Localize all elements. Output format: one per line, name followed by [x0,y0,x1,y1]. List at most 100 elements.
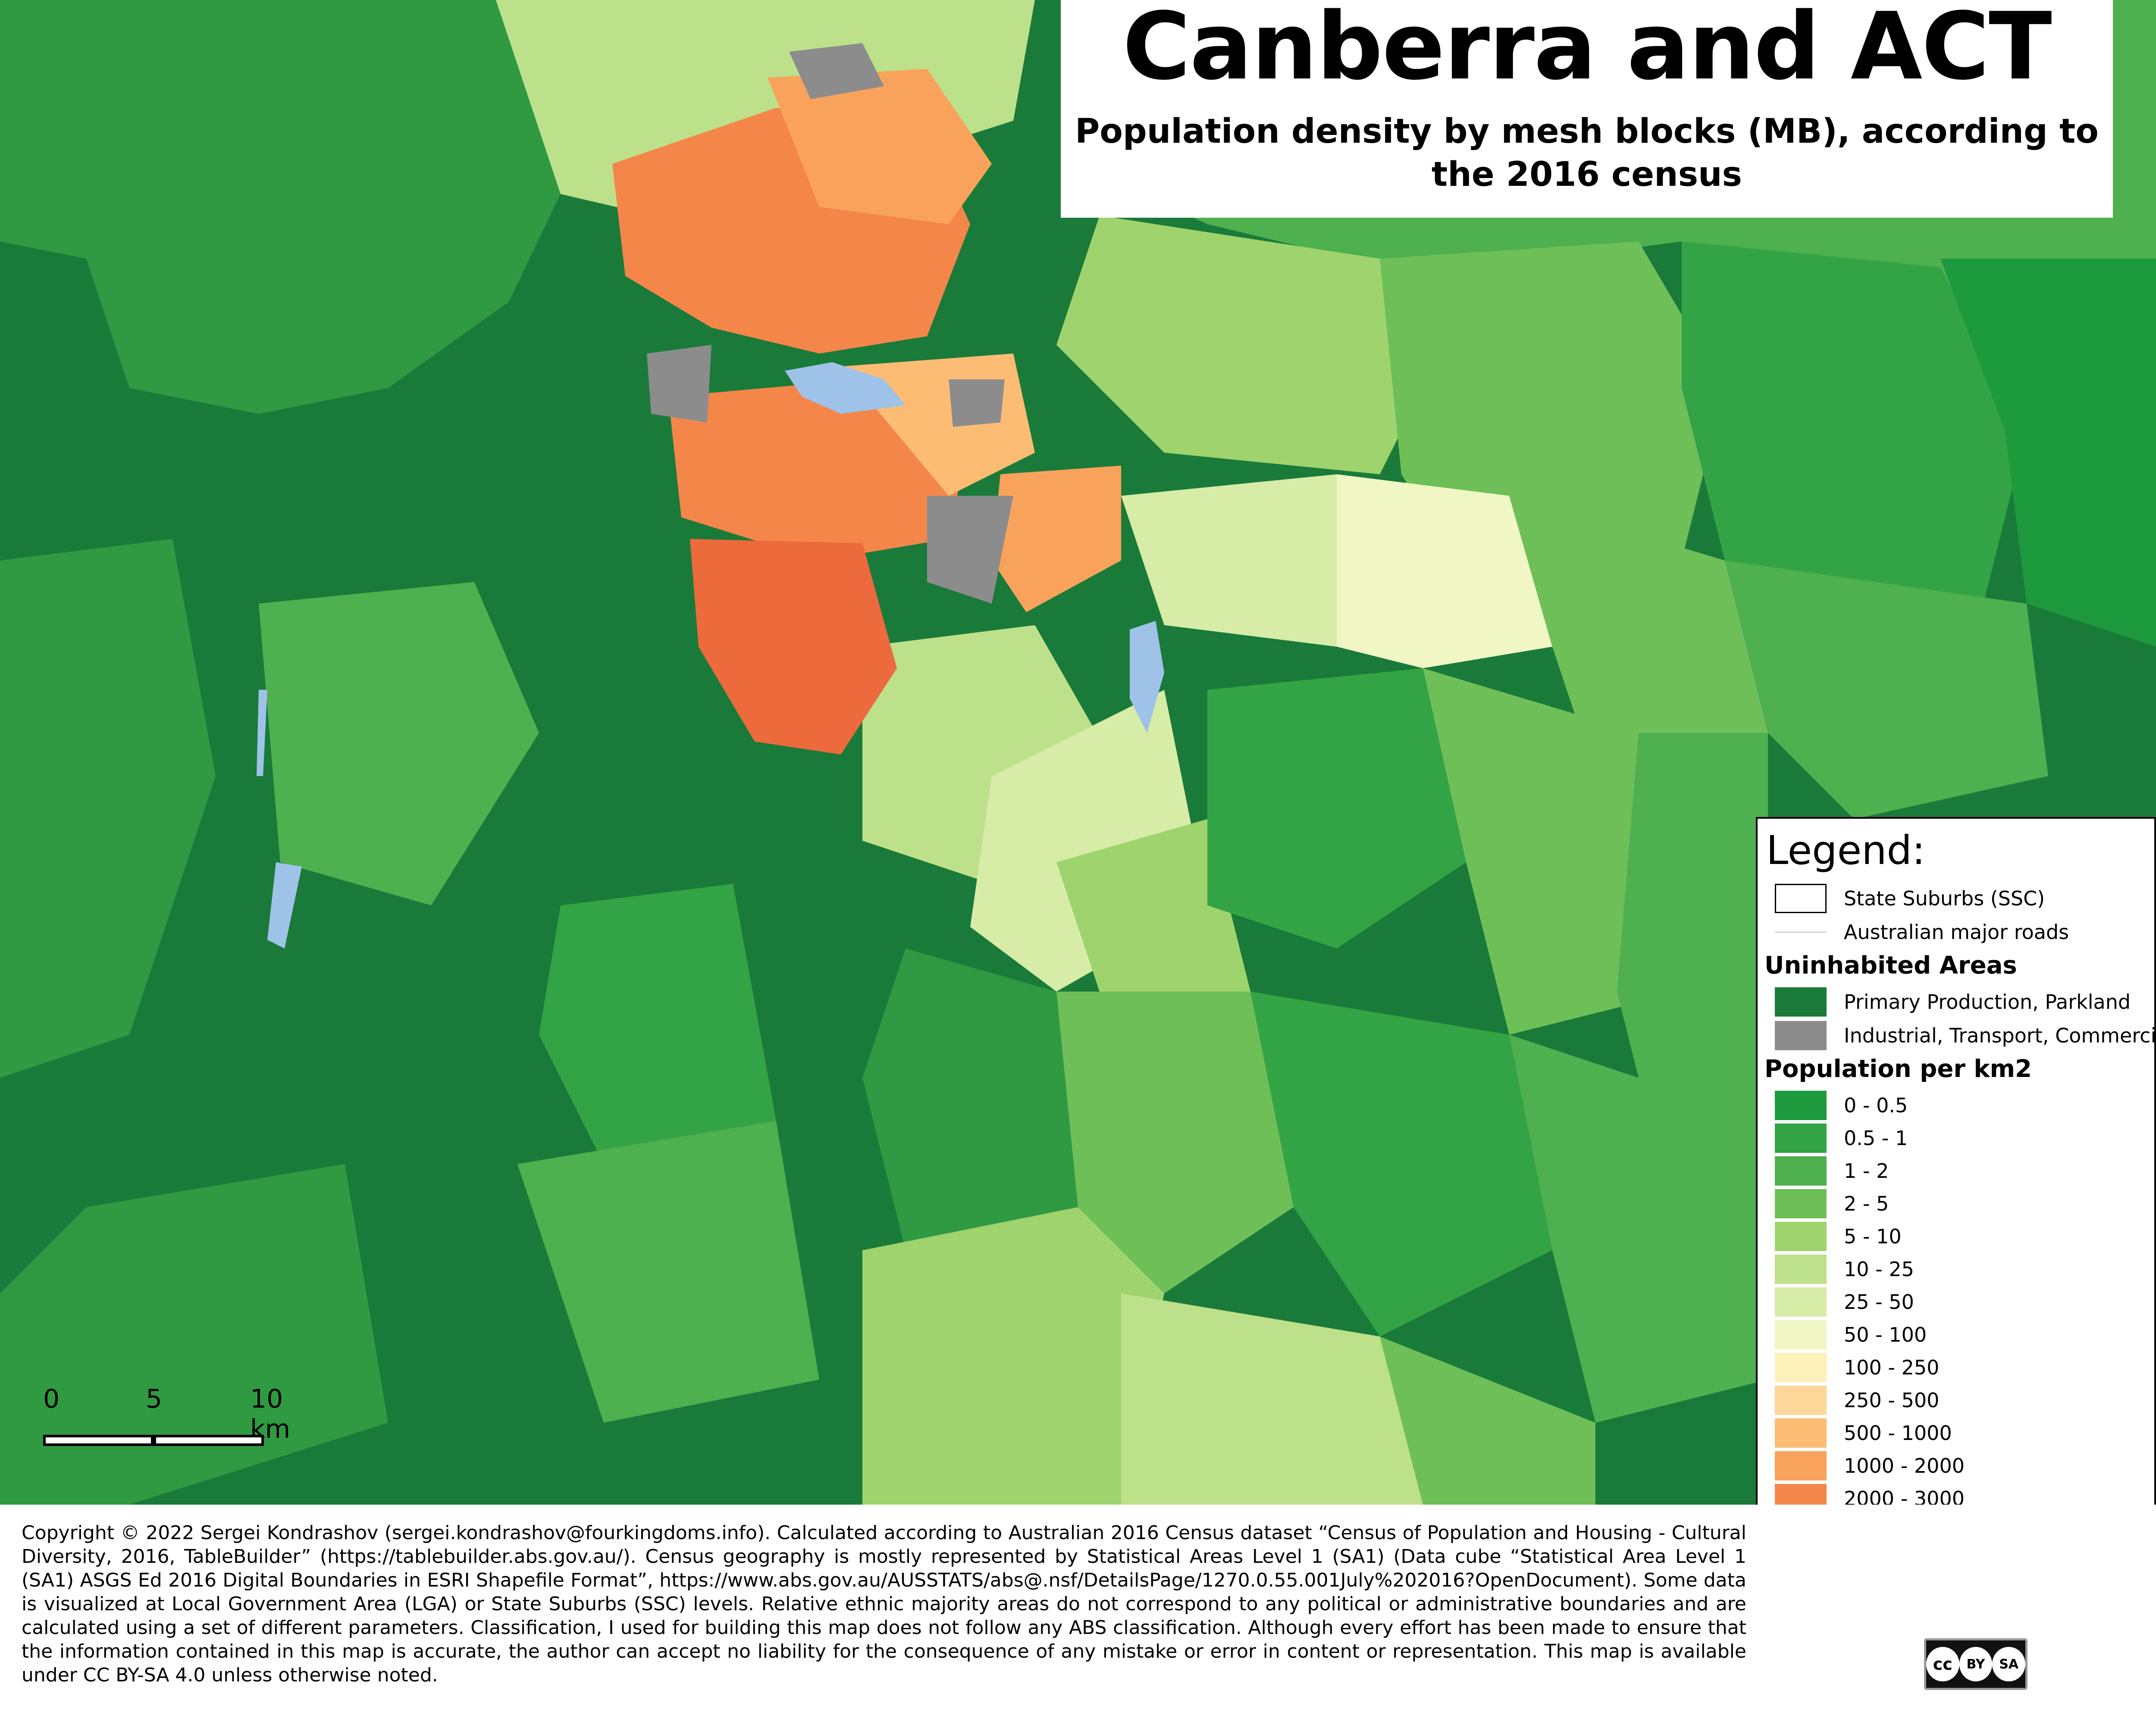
region-carwoola [1337,474,1552,668]
legend-swatch [1775,1091,1827,1120]
legend-swatch [1775,1418,1827,1448]
legend-label: Industrial, Transport, Commercial [1844,1024,2156,1047]
legend-density-item: 2 - 5 [1775,1189,1889,1219]
legend-label: Australian major roads [1844,920,2069,944]
googong-reservoir [1130,621,1164,733]
region-west-valley [0,539,216,1078]
region-south-ridge [862,948,1078,1250]
legend-title: Legend: [1766,827,1925,873]
region-hoskinstown [1617,733,1768,1164]
region-wamboin [1423,668,1682,1035]
region-captains-flat [1509,1035,1768,1423]
region-industrial-fyshwick [927,496,1013,604]
legend-label: 5 - 10 [1844,1225,1902,1248]
corin-reservoir [267,862,302,948]
footer: Copyright © 2022 Sergei Kondrashov (serg… [0,1505,2156,1712]
region-cooma-north [1121,1293,1423,1505]
legend-line [1775,932,1827,933]
region-namadgi-south [517,1121,819,1423]
scale-label-0: 0 [43,1384,60,1414]
scale-label-10: 10 km [250,1384,291,1444]
region-southern-act [539,884,776,1164]
legend-swatch [1775,1255,1827,1284]
legend-label: 0 - 0.5 [1844,1094,1908,1117]
map-canvas: 0 5 10 km [0,0,2156,1505]
legend-label: Primary Production, Parkland [1844,990,2131,1014]
region-west-north [0,0,561,414]
copyright-text: Copyright © 2022 Sergei Kondrashov (serg… [22,1522,1746,1686]
legend-label: 250 - 500 [1844,1389,1940,1412]
legend-item-primary: Primary Production, Parkland [1775,987,2131,1017]
region-bywong [1509,496,1768,776]
region-gungahlin-rural [1056,216,1423,474]
region-industrial-2 [789,43,884,99]
legend-swatch [1775,1320,1827,1349]
legend-density-item: 5 - 10 [1775,1221,1902,1252]
legend-swatch [1775,1222,1827,1251]
legend-density-item: 10 - 25 [1775,1254,1914,1284]
region-bungendore [1725,560,2048,819]
legend-density-item: 100 - 250 [1775,1352,1939,1383]
title-box: Canberra and ACT Population density by m… [1061,0,2113,218]
scale-segment-white-2 [154,1435,264,1446]
region-bredbo [862,1207,1164,1505]
legend-item-industrial: Industrial, Transport, Commercial [1775,1020,2156,1051]
legend-swatch [1775,1451,1827,1480]
region-tuggeranong [690,539,897,754]
legend-swatch [1775,1124,1827,1153]
scale-segment-white [43,1435,154,1446]
scale-label-5: 5 [146,1384,163,1414]
legend-density-item: 500 - 1000 [1775,1418,1952,1448]
legend-label: 100 - 250 [1844,1356,1940,1379]
legend-swatch [1775,1021,1827,1050]
region-east-ridge [1682,241,2027,604]
cc-icon: cc [1926,1647,1959,1681]
legend-swatch [1775,1353,1827,1382]
legend-label: 25 - 50 [1844,1290,1914,1314]
legend-swatch [1775,1189,1827,1218]
page-title: Canberra and ACT [1122,0,2052,100]
region-tinderry [1250,992,1552,1336]
cotter-reservoir [257,690,267,776]
legend-label: 500 - 1000 [1844,1421,1952,1445]
legend-density-item: 250 - 500 [1775,1385,1939,1415]
legend-label: 1 - 2 [1844,1159,1889,1183]
legend-label: 2 - 5 [1844,1192,1889,1215]
legend-label: 10 - 25 [1844,1258,1914,1281]
page-subtitle: Population density by mesh blocks (MB), … [1075,112,2099,194]
sa-icon: SA [1992,1647,2026,1681]
legend-swatch [1775,1386,1827,1415]
cc-license-badge: cc BY SA [1924,1638,2028,1690]
legend-swatch [1775,1287,1827,1317]
map-regions [0,0,2156,1505]
region-paddys-river [259,582,539,905]
lake-burley-griffin [785,362,906,414]
region-industrial-airport [949,379,1005,427]
legend-label: 1000 - 2000 [1844,1454,1965,1477]
legend-uninhabited-heading: Uninhabited Areas [1764,951,2017,980]
region-googong [1207,668,1466,948]
legend-label: 0.5 - 1 [1844,1127,1908,1150]
region-south-east [1380,1336,1595,1505]
scale-bar: 0 5 10 km [43,1384,290,1446]
by-icon: BY [1959,1647,1993,1681]
legend-label: State Suburbs (SSC) [1844,887,2045,910]
legend-density-item: 0 - 0.5 [1775,1090,1908,1120]
legend-item-ssc: State Suburbs (SSC) [1775,883,2045,914]
legend-item-roads: Australian major roads [1775,917,2069,947]
legend-label: 50 - 100 [1844,1323,1927,1346]
region-queanbeyan [992,466,1121,612]
region-gungahlin [768,69,992,224]
legend-density-item: 25 - 50 [1775,1287,1914,1317]
legend-density-item: 0.5 - 1 [1775,1123,1908,1153]
region-southwest [0,1164,388,1505]
legend-swatch [1775,1156,1827,1186]
region-michelago [1056,992,1294,1293]
legend-density-item: 50 - 100 [1775,1320,1927,1350]
legend-swatch [1775,884,1827,913]
region-far-east [1940,259,2156,647]
legend-density-item: 1 - 2 [1775,1156,1889,1186]
legend-density-item: 1000 - 2000 [1775,1451,1965,1481]
legend-swatch [1775,987,1827,1017]
legend-density-heading: Population per km2 [1764,1055,2032,1083]
